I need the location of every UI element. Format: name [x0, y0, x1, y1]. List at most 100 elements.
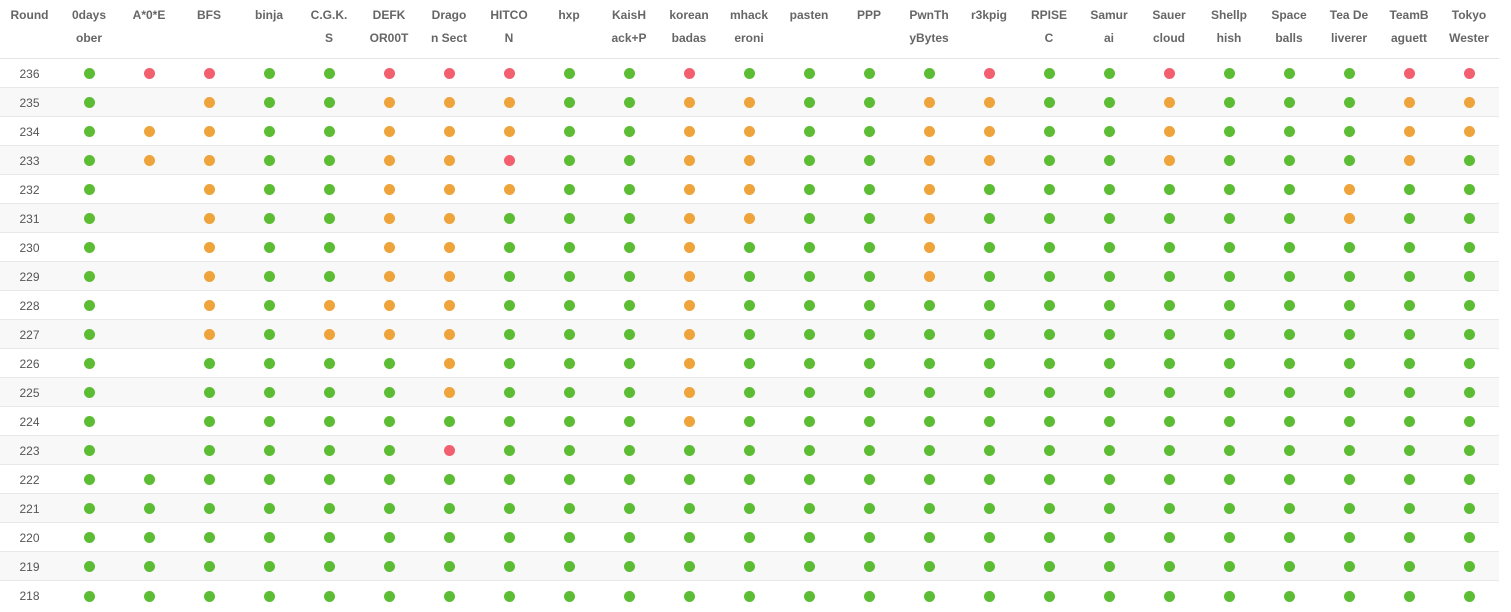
status-ok-dot[interactable]: [743, 416, 755, 428]
status-ok-dot[interactable]: [683, 561, 695, 573]
status-ok-dot[interactable]: [803, 358, 815, 370]
status-warn-dot[interactable]: [383, 97, 395, 109]
status-ok-dot[interactable]: [323, 387, 335, 399]
status-ok-dot[interactable]: [623, 184, 635, 196]
status-down-dot[interactable]: [443, 68, 455, 80]
status-ok-dot[interactable]: [1403, 503, 1415, 515]
status-warn-dot[interactable]: [203, 213, 215, 225]
status-ok-dot[interactable]: [743, 68, 755, 80]
team-column-header[interactable]: Space balls: [1259, 0, 1319, 59]
team-column-header[interactable]: A*0*E: [119, 0, 179, 59]
status-ok-dot[interactable]: [563, 271, 575, 283]
status-ok-dot[interactable]: [623, 271, 635, 283]
status-ok-dot[interactable]: [983, 503, 995, 515]
status-ok-dot[interactable]: [323, 126, 335, 138]
status-warn-dot[interactable]: [443, 126, 455, 138]
status-warn-dot[interactable]: [383, 126, 395, 138]
status-ok-dot[interactable]: [83, 271, 95, 283]
team-column-header[interactable]: HITCO N: [479, 0, 539, 59]
status-ok-dot[interactable]: [1343, 416, 1355, 428]
status-ok-dot[interactable]: [263, 561, 275, 573]
status-ok-dot[interactable]: [383, 474, 395, 486]
status-ok-dot[interactable]: [1403, 561, 1415, 573]
status-ok-dot[interactable]: [83, 213, 95, 225]
status-ok-dot[interactable]: [1343, 561, 1355, 573]
status-ok-dot[interactable]: [683, 445, 695, 457]
status-ok-dot[interactable]: [623, 474, 635, 486]
status-ok-dot[interactable]: [983, 416, 995, 428]
status-warn-dot[interactable]: [503, 184, 515, 196]
status-ok-dot[interactable]: [1163, 184, 1175, 196]
team-column-header[interactable]: Samur ai: [1079, 0, 1139, 59]
status-ok-dot[interactable]: [1103, 300, 1115, 312]
status-down-dot[interactable]: [503, 155, 515, 167]
status-ok-dot[interactable]: [443, 416, 455, 428]
status-ok-dot[interactable]: [803, 184, 815, 196]
status-ok-dot[interactable]: [1283, 97, 1295, 109]
status-ok-dot[interactable]: [83, 300, 95, 312]
status-down-dot[interactable]: [1403, 68, 1415, 80]
status-ok-dot[interactable]: [803, 445, 815, 457]
status-ok-dot[interactable]: [623, 126, 635, 138]
status-ok-dot[interactable]: [1223, 561, 1235, 573]
status-ok-dot[interactable]: [863, 97, 875, 109]
status-ok-dot[interactable]: [1463, 184, 1475, 196]
status-ok-dot[interactable]: [563, 97, 575, 109]
status-ok-dot[interactable]: [1343, 97, 1355, 109]
status-warn-dot[interactable]: [743, 184, 755, 196]
status-ok-dot[interactable]: [1343, 358, 1355, 370]
status-ok-dot[interactable]: [683, 532, 695, 544]
status-ok-dot[interactable]: [383, 503, 395, 515]
status-ok-dot[interactable]: [1043, 358, 1055, 370]
status-ok-dot[interactable]: [1163, 329, 1175, 341]
status-ok-dot[interactable]: [983, 184, 995, 196]
status-ok-dot[interactable]: [1043, 416, 1055, 428]
status-ok-dot[interactable]: [203, 474, 215, 486]
status-ok-dot[interactable]: [1043, 445, 1055, 457]
status-warn-dot[interactable]: [203, 300, 215, 312]
status-ok-dot[interactable]: [623, 590, 635, 602]
status-warn-dot[interactable]: [923, 126, 935, 138]
status-ok-dot[interactable]: [1103, 387, 1115, 399]
status-ok-dot[interactable]: [1343, 532, 1355, 544]
status-warn-dot[interactable]: [683, 416, 695, 428]
status-ok-dot[interactable]: [1163, 416, 1175, 428]
status-ok-dot[interactable]: [1043, 590, 1055, 602]
status-warn-dot[interactable]: [743, 155, 755, 167]
status-ok-dot[interactable]: [1463, 358, 1475, 370]
status-ok-dot[interactable]: [743, 329, 755, 341]
status-ok-dot[interactable]: [1223, 300, 1235, 312]
status-ok-dot[interactable]: [1283, 561, 1295, 573]
status-ok-dot[interactable]: [563, 126, 575, 138]
status-ok-dot[interactable]: [1283, 242, 1295, 254]
status-ok-dot[interactable]: [863, 126, 875, 138]
status-ok-dot[interactable]: [1103, 242, 1115, 254]
status-ok-dot[interactable]: [983, 445, 995, 457]
status-ok-dot[interactable]: [803, 503, 815, 515]
status-ok-dot[interactable]: [383, 561, 395, 573]
status-warn-dot[interactable]: [503, 126, 515, 138]
status-ok-dot[interactable]: [1043, 97, 1055, 109]
status-ok-dot[interactable]: [863, 213, 875, 225]
status-ok-dot[interactable]: [323, 445, 335, 457]
status-ok-dot[interactable]: [1103, 532, 1115, 544]
status-warn-dot[interactable]: [443, 97, 455, 109]
status-ok-dot[interactable]: [803, 97, 815, 109]
team-column-header[interactable]: C.G.K. S: [299, 0, 359, 59]
status-ok-dot[interactable]: [83, 503, 95, 515]
status-warn-dot[interactable]: [503, 97, 515, 109]
status-ok-dot[interactable]: [1343, 387, 1355, 399]
status-ok-dot[interactable]: [1463, 329, 1475, 341]
status-ok-dot[interactable]: [263, 532, 275, 544]
status-down-dot[interactable]: [443, 445, 455, 457]
status-ok-dot[interactable]: [923, 300, 935, 312]
status-ok-dot[interactable]: [263, 590, 275, 602]
status-ok-dot[interactable]: [743, 271, 755, 283]
status-ok-dot[interactable]: [1463, 387, 1475, 399]
status-ok-dot[interactable]: [1343, 329, 1355, 341]
status-ok-dot[interactable]: [863, 503, 875, 515]
status-ok-dot[interactable]: [623, 387, 635, 399]
status-ok-dot[interactable]: [1343, 271, 1355, 283]
status-ok-dot[interactable]: [1403, 242, 1415, 254]
team-column-header[interactable]: Shellp hish: [1199, 0, 1259, 59]
